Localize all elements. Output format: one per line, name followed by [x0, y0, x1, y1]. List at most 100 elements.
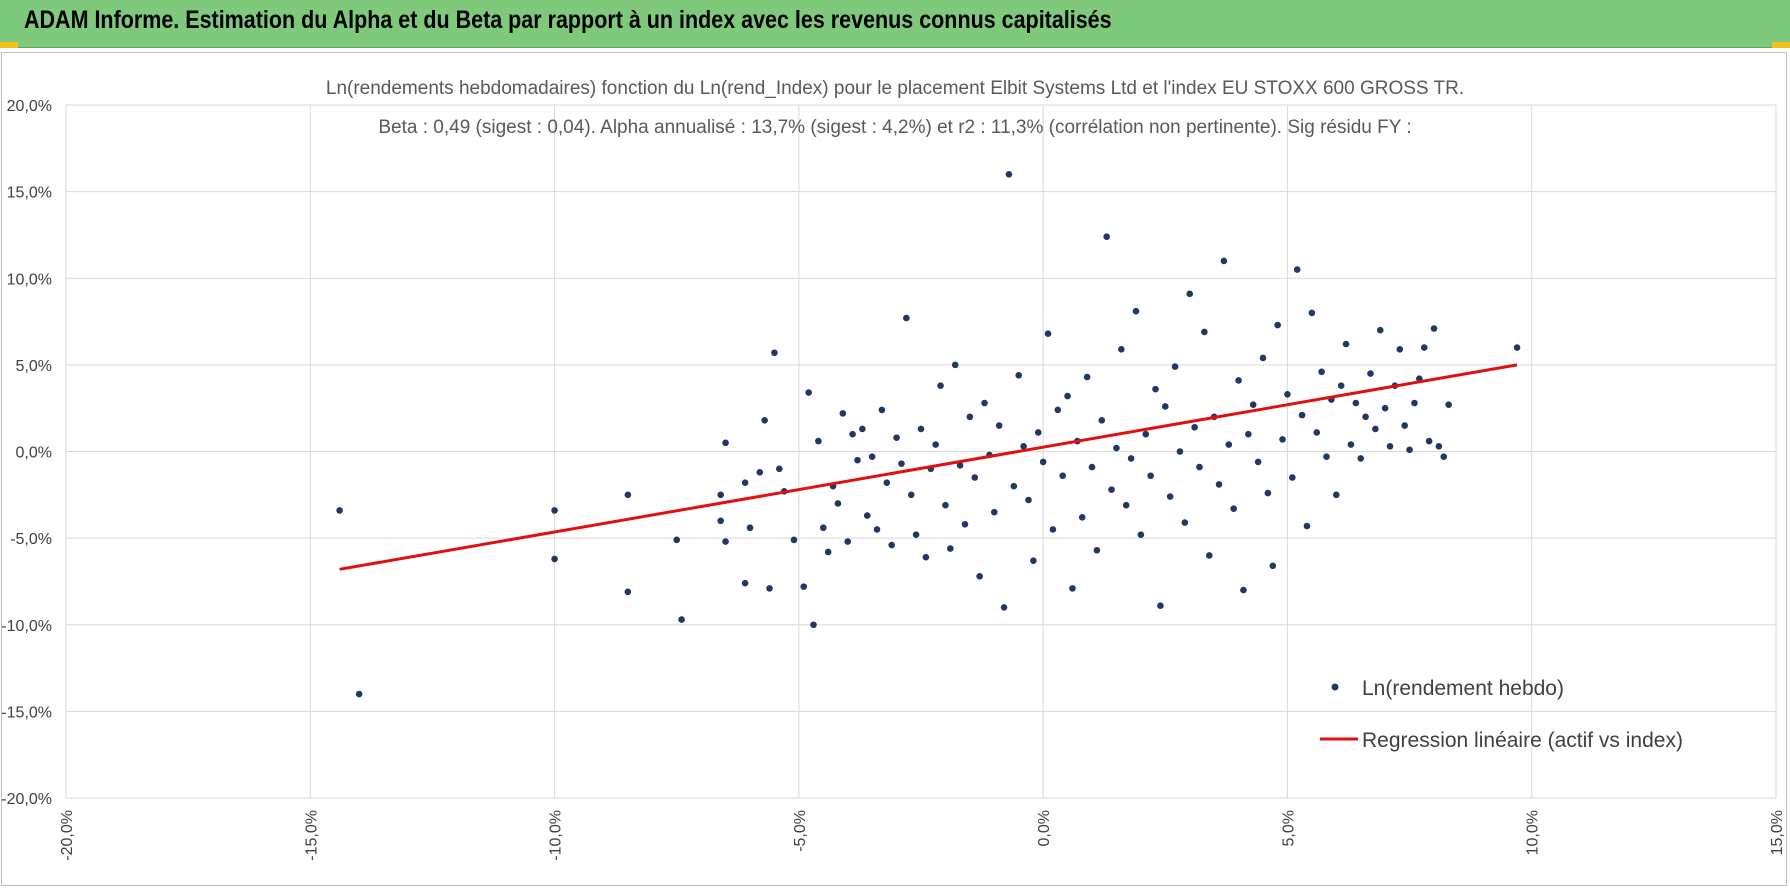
- data-point: [800, 583, 808, 590]
- chart-title-line1: Ln(rendements hebdomadaires) fonction du…: [326, 78, 1464, 99]
- data-point: [883, 479, 891, 486]
- y-tick-label: -10,0%: [1, 618, 52, 635]
- data-point: [805, 389, 812, 396]
- data-point: [966, 413, 974, 421]
- data-point: [1406, 446, 1413, 454]
- data-point: [551, 555, 558, 563]
- data-point: [766, 585, 773, 592]
- axes: -20,0% -15,0% -10,0% -5,0% 0,0% 5,0% 10,0% 15,0…: [1, 98, 1786, 861]
- scatter-points: [336, 171, 1521, 698]
- data-point: [678, 616, 685, 623]
- data-point: [854, 456, 861, 464]
- data-point: [1513, 344, 1521, 351]
- x-tick-label: -5,0%: [792, 810, 809, 852]
- data-point: [1332, 491, 1340, 499]
- data-point: [1308, 309, 1316, 317]
- data-point: [1098, 417, 1106, 424]
- data-point: [1298, 411, 1306, 419]
- data-point: [776, 465, 783, 473]
- header-bar: ADAM Informe. Estimation du Alpha et du …: [0, 0, 1790, 48]
- data-point: [717, 517, 724, 525]
- legend-line-label: Regression linéaire (actif vs index): [1362, 729, 1683, 752]
- data-point: [746, 524, 754, 532]
- data-point: [1103, 233, 1110, 240]
- data-point: [1054, 406, 1062, 414]
- data-point: [722, 439, 729, 447]
- data-point: [1337, 382, 1345, 389]
- data-point: [722, 538, 729, 545]
- corner-marker-right: [1772, 42, 1790, 48]
- data-point: [947, 545, 954, 552]
- regression-line-group: [339, 363, 1518, 571]
- data-point: [893, 434, 900, 441]
- data-point: [849, 430, 856, 438]
- data-point: [1034, 429, 1042, 436]
- data-point: [1161, 403, 1169, 410]
- data-point: [1083, 373, 1091, 381]
- data-point: [917, 425, 925, 433]
- data-point: [1078, 514, 1086, 521]
- data-point: [1249, 401, 1257, 409]
- data-point: [1357, 455, 1365, 462]
- data-point: [1367, 370, 1374, 377]
- data-point: [1230, 505, 1237, 512]
- grid-lines: [65, 104, 1777, 799]
- legend: Ln(rendement hebdo) Regression linéaire …: [1320, 677, 1683, 752]
- data-point: [1088, 463, 1096, 471]
- data-point: [922, 553, 930, 561]
- data-point: [1020, 443, 1027, 450]
- corner-marker-left: [0, 42, 18, 48]
- data-point: [1127, 455, 1135, 462]
- data-point: [1201, 328, 1208, 336]
- data-point: [1157, 602, 1164, 609]
- y-tick-label: -20,0%: [1, 791, 52, 808]
- data-point: [761, 417, 768, 424]
- data-point: [1279, 436, 1286, 443]
- data-point: [1000, 604, 1008, 611]
- data-point: [1259, 354, 1267, 362]
- data-point: [903, 314, 910, 322]
- data-point: [1289, 474, 1296, 481]
- data-point: [863, 512, 871, 519]
- data-point: [1420, 344, 1428, 351]
- data-point: [1049, 526, 1057, 533]
- data-point: [815, 437, 822, 445]
- data-point: [624, 491, 632, 499]
- data-point: [1240, 586, 1247, 594]
- data-point: [1372, 425, 1379, 433]
- x-tick-label: 0,0%: [1036, 810, 1053, 846]
- data-point: [741, 579, 749, 587]
- data-point: [1381, 404, 1389, 412]
- data-point: [1254, 458, 1262, 466]
- data-point: [888, 541, 895, 549]
- data-point: [1440, 453, 1448, 460]
- data-point: [932, 441, 939, 448]
- data-point: [756, 468, 764, 476]
- data-point: [873, 526, 881, 533]
- legend-scatter-label: Ln(rendement hebdo): [1362, 677, 1564, 700]
- data-point: [1225, 441, 1233, 448]
- data-point: [868, 453, 876, 460]
- data-point: [1015, 371, 1023, 379]
- page-title: ADAM Informe. Estimation du Alpha et du …: [24, 6, 1112, 34]
- regression-line: [339, 363, 1518, 571]
- data-point: [1342, 340, 1350, 348]
- chart-area: [1, 52, 1787, 886]
- data-point: [976, 572, 983, 580]
- data-point: [1274, 321, 1281, 329]
- data-point: [355, 690, 363, 698]
- x-tick-label: 5,0%: [1280, 810, 1297, 846]
- data-point: [995, 422, 1003, 429]
- data-point: [1445, 401, 1452, 409]
- data-point: [1269, 562, 1277, 570]
- data-point: [839, 410, 847, 417]
- data-point: [1430, 325, 1438, 332]
- data-point: [1284, 391, 1291, 398]
- data-point: [1425, 437, 1433, 445]
- data-point: [907, 491, 915, 499]
- data-point: [1147, 472, 1154, 480]
- data-point: [1235, 377, 1242, 384]
- data-point: [971, 474, 979, 481]
